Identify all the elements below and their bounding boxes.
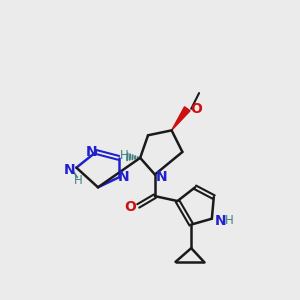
Text: N: N (156, 169, 168, 184)
Text: H: H (120, 149, 129, 162)
Text: H: H (225, 214, 234, 227)
Text: N: N (215, 214, 226, 228)
Text: N: N (64, 163, 75, 177)
Text: N: N (85, 145, 97, 159)
Text: H: H (74, 174, 83, 187)
Text: N: N (118, 170, 129, 184)
Text: O: O (124, 200, 136, 214)
Polygon shape (172, 107, 190, 130)
Text: O: O (190, 102, 202, 116)
